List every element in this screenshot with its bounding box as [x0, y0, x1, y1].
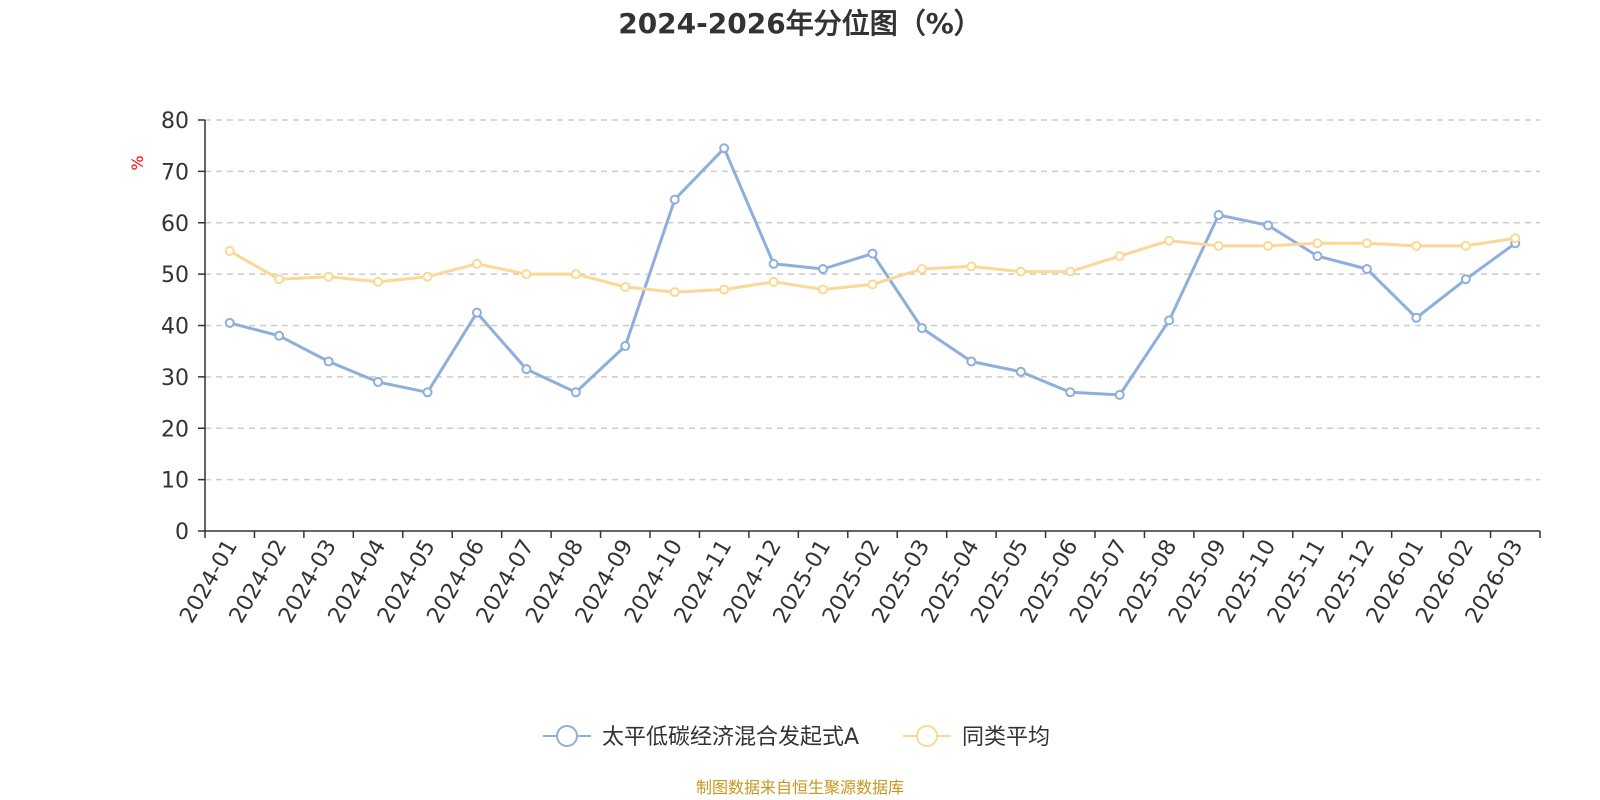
data-point-series-2[interactable]: [1312, 238, 1323, 249]
data-point-series-1[interactable]: [224, 317, 235, 328]
data-point-series-1[interactable]: [471, 307, 482, 318]
data-point-series-1[interactable]: [620, 341, 631, 352]
data-point-series-1[interactable]: [966, 356, 977, 367]
data-point-series-1[interactable]: [422, 387, 433, 398]
data-point-series-2[interactable]: [471, 258, 482, 269]
data-point-series-2[interactable]: [570, 269, 581, 280]
y-tick-label: 0: [175, 520, 189, 545]
data-point-series-1[interactable]: [274, 330, 285, 341]
data-point-series-2[interactable]: [818, 284, 829, 295]
data-point-series-1[interactable]: [1065, 387, 1076, 398]
data-point-series-1[interactable]: [1361, 263, 1372, 274]
data-point-series-1[interactable]: [323, 356, 334, 367]
gridlines: [205, 119, 1540, 481]
data-point-series-1[interactable]: [1164, 315, 1175, 326]
data-point-series-1[interactable]: [768, 258, 779, 269]
y-tick-label: 10: [161, 469, 189, 494]
data-point-series-2[interactable]: [867, 279, 878, 290]
y-tick-label: 30: [161, 366, 189, 391]
data-point-series-2[interactable]: [224, 246, 235, 257]
data-point-series-2[interactable]: [1361, 238, 1372, 249]
data-point-series-1[interactable]: [1460, 274, 1471, 285]
data-point-series-1[interactable]: [867, 248, 878, 259]
data-point-series-2[interactable]: [422, 271, 433, 282]
data-point-series-1[interactable]: [521, 364, 532, 375]
data-point-series-2[interactable]: [1213, 240, 1224, 251]
data-point-series-2[interactable]: [1114, 251, 1125, 262]
series-line-1: [229, 146, 1517, 397]
data-point-series-1[interactable]: [916, 323, 927, 334]
data-point-series-1[interactable]: [1213, 210, 1224, 221]
data-point-series-2[interactable]: [1460, 240, 1471, 251]
legend-marker-2: [916, 725, 938, 747]
source-note: 制图数据来自恒生聚源数据库: [696, 778, 904, 797]
y-tick-label: 50: [161, 263, 189, 288]
data-point-series-1[interactable]: [719, 143, 730, 154]
data-point-series-2[interactable]: [719, 284, 730, 295]
data-point-series-2[interactable]: [1263, 240, 1274, 251]
data-point-series-1[interactable]: [1015, 366, 1026, 377]
y-tick-label: 60: [161, 212, 189, 237]
data-point-series-1[interactable]: [1312, 251, 1323, 262]
data-point-series-2[interactable]: [768, 276, 779, 287]
legend-marker-1: [556, 725, 578, 747]
data-point-series-2[interactable]: [1015, 266, 1026, 277]
data-point-series-2[interactable]: [373, 276, 384, 287]
legend-label-2[interactable]: 同类平均: [962, 725, 1050, 750]
series-lines: [224, 143, 1521, 400]
data-point-series-2[interactable]: [966, 261, 977, 272]
y-tick-label: 40: [161, 315, 189, 340]
y-tick-label: 70: [161, 160, 189, 185]
data-point-series-1[interactable]: [1114, 389, 1125, 400]
data-point-series-2[interactable]: [1411, 240, 1422, 251]
data-point-series-2[interactable]: [1065, 266, 1076, 277]
data-point-series-1[interactable]: [373, 377, 384, 388]
data-point-series-2[interactable]: [274, 274, 285, 285]
data-point-series-2[interactable]: [521, 269, 532, 280]
y-tick-label: 20: [161, 417, 189, 442]
data-point-series-2[interactable]: [620, 281, 631, 292]
legend-label-1[interactable]: 太平低碳经济混合发起式A: [602, 725, 859, 750]
legend[interactable]: 太平低碳经济混合发起式A 同类平均: [543, 725, 1050, 750]
data-point-series-2[interactable]: [323, 271, 334, 282]
y-axis-unit: %: [128, 155, 147, 170]
y-tick-label: 80: [161, 109, 189, 134]
data-point-series-2[interactable]: [1510, 233, 1521, 244]
data-point-series-1[interactable]: [1411, 312, 1422, 323]
data-point-series-1[interactable]: [570, 387, 581, 398]
chart-title: 2024-2026年分位图（%）: [618, 7, 982, 40]
data-point-series-2[interactable]: [916, 263, 927, 274]
axes: 010203040506070802024-012024-022024-0320…: [161, 109, 1541, 628]
data-point-series-1[interactable]: [669, 194, 680, 205]
data-point-series-1[interactable]: [818, 263, 829, 274]
data-point-series-2[interactable]: [669, 287, 680, 298]
data-point-series-1[interactable]: [1263, 220, 1274, 231]
data-point-series-2[interactable]: [1164, 235, 1175, 246]
